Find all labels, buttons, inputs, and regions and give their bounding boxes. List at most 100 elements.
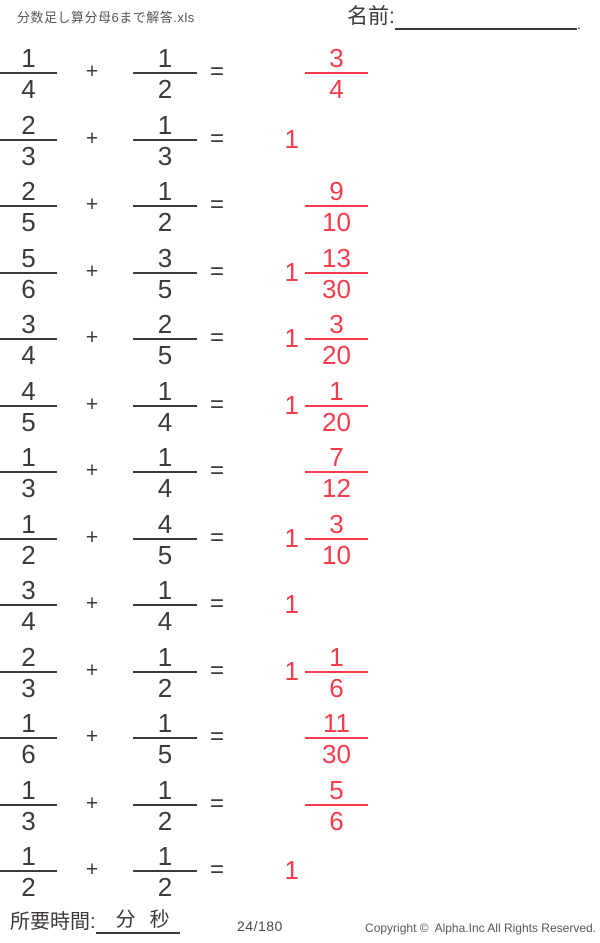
answer-whole bbox=[277, 724, 299, 750]
numerator: 1 bbox=[0, 843, 57, 872]
plus-sign: + bbox=[85, 592, 99, 615]
numerator: 1 bbox=[133, 444, 197, 473]
denominator: 5 bbox=[21, 407, 36, 437]
denominator: 3 bbox=[21, 473, 36, 503]
denominator: 2 bbox=[21, 872, 36, 902]
answer-whole: 1 bbox=[284, 323, 299, 353]
denominator: 5 bbox=[157, 540, 173, 570]
denominator: 3 bbox=[21, 673, 36, 703]
copyright-text: Copyright © Alpha.Inc All Rights Reserve… bbox=[365, 921, 596, 935]
answer-whole: 1 bbox=[284, 257, 299, 287]
denominator: 5 bbox=[157, 340, 173, 370]
equals-sign: = bbox=[209, 856, 224, 883]
equals-sign: = bbox=[209, 590, 224, 617]
answer-fraction: 13 30 bbox=[305, 245, 368, 304]
plus-sign: + bbox=[85, 393, 99, 416]
minutes-label: 分 bbox=[115, 909, 136, 931]
denominator: 4 bbox=[21, 606, 36, 636]
answer-fraction: 11 30 bbox=[305, 710, 368, 769]
numerator: 13 bbox=[305, 245, 368, 274]
denominator: 6 bbox=[329, 673, 344, 703]
denominator: 20 bbox=[322, 407, 351, 437]
numerator: 1 bbox=[133, 577, 197, 606]
answer-whole bbox=[277, 458, 299, 484]
plus-sign: + bbox=[85, 260, 99, 283]
denominator: 4 bbox=[157, 407, 173, 437]
numerator: 11 bbox=[305, 710, 368, 739]
seconds-label: 秒 bbox=[149, 909, 170, 931]
name-label: 名前: bbox=[347, 5, 395, 28]
denominator: 2 bbox=[157, 806, 173, 836]
numerator: 1 bbox=[0, 45, 57, 74]
equals-sign: = bbox=[209, 324, 224, 351]
denominator: 4 bbox=[157, 473, 173, 503]
numerator: 1 bbox=[0, 511, 57, 540]
answer-fraction: 7 12 bbox=[305, 444, 368, 503]
answer-whole: 1 bbox=[284, 656, 299, 686]
denominator: 2 bbox=[157, 872, 173, 902]
answer-whole: 1 bbox=[284, 523, 299, 553]
name-period: . bbox=[576, 16, 581, 32]
numerator: 1 bbox=[133, 777, 197, 806]
denominator: 4 bbox=[329, 74, 344, 104]
plus-sign: + bbox=[85, 60, 99, 83]
numerator: 5 bbox=[0, 245, 57, 274]
equals-sign: = bbox=[209, 790, 224, 817]
time-required-field: 所要時間: 分 秒 bbox=[10, 907, 180, 934]
answer-whole: 1 bbox=[284, 589, 299, 619]
denominator: 2 bbox=[157, 74, 173, 104]
numerator: 1 bbox=[133, 843, 197, 872]
plus-sign: + bbox=[85, 326, 99, 349]
equals-sign: = bbox=[209, 657, 224, 684]
answer-fraction: 3 10 bbox=[305, 511, 368, 570]
plus-sign: + bbox=[85, 659, 99, 682]
name-blank-line bbox=[394, 8, 577, 30]
numerator: 1 bbox=[133, 378, 197, 407]
answer-fraction: 9 10 bbox=[305, 178, 368, 237]
denominator: 6 bbox=[21, 739, 36, 769]
numerator: 2 bbox=[0, 644, 57, 673]
equals-sign: = bbox=[209, 457, 224, 484]
numerator: 2 bbox=[133, 311, 197, 340]
denominator: 4 bbox=[157, 606, 173, 636]
answer-whole: 1 bbox=[284, 124, 299, 154]
denominator: 5 bbox=[157, 274, 173, 304]
plus-sign: + bbox=[85, 459, 99, 482]
answer-whole: 1 bbox=[284, 855, 299, 885]
numerator: 2 bbox=[0, 178, 57, 207]
equals-sign: = bbox=[209, 258, 224, 285]
numerator: 1 bbox=[133, 112, 197, 141]
denominator: 30 bbox=[322, 739, 351, 769]
denominator: 4 bbox=[21, 340, 36, 370]
denominator: 2 bbox=[157, 207, 173, 237]
numerator: 1 bbox=[305, 644, 368, 673]
plus-sign: + bbox=[85, 725, 99, 748]
time-blank-line: 分 秒 bbox=[95, 907, 180, 934]
answer-fraction: 1 20 bbox=[305, 378, 368, 437]
